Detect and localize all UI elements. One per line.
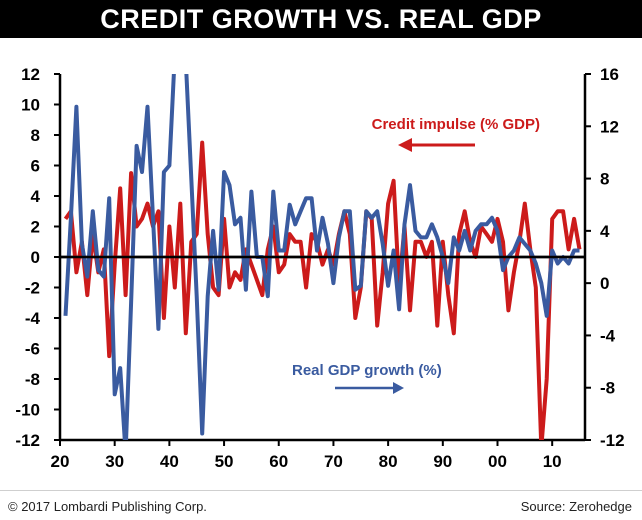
x-tick-label: 30 — [105, 452, 124, 471]
chart-title: CREDIT GROWTH VS. REAL GDP — [100, 3, 542, 34]
left-tick-label: 8 — [31, 126, 40, 145]
right-tick-label: 12 — [600, 117, 619, 136]
right-tick-label: -4 — [600, 326, 616, 345]
right-tick-label: 16 — [600, 65, 619, 84]
right-tick-label: -8 — [600, 379, 615, 398]
right-tick-label: 8 — [600, 170, 609, 189]
left-tick-label: 0 — [31, 248, 40, 267]
footer-bar: © 2017 Lombardi Publishing Corp. Source:… — [0, 490, 642, 520]
left-tick-label: 2 — [31, 218, 40, 237]
x-tick-label: 10 — [543, 452, 562, 471]
right-tick-label: -12 — [600, 431, 625, 450]
source-text: Source: Zerohedge — [520, 499, 632, 514]
left-tick-label: -10 — [15, 401, 40, 420]
x-tick-label: 80 — [379, 452, 398, 471]
header-bar: CREDIT GROWTH VS. REAL GDP — [0, 0, 642, 38]
left-tick-label: -12 — [15, 431, 40, 450]
real-gdp-line — [63, 74, 580, 440]
left-tick-label: 12 — [21, 65, 40, 84]
credit-arrow-head — [398, 138, 412, 152]
chart-area: 12 10 8 6 4 2 0 -2 -4 -6 -8 -10 -12 16 12 8 4 0 -4 -8 -12 20 3… — [0, 38, 642, 490]
credit-impulse-line — [63, 140, 582, 440]
x-tick-label: 90 — [433, 452, 452, 471]
x-tick-label: 70 — [324, 452, 343, 471]
gdp-arrow-head — [393, 382, 404, 394]
left-tick-label: -8 — [25, 370, 40, 389]
real-gdp-annotation: Real GDP growth (%) — [292, 362, 442, 379]
x-tick-label: 50 — [215, 452, 234, 471]
left-tick-label: 10 — [21, 96, 40, 115]
credit-impulse-annotation: Credit impulse (% GDP) — [372, 116, 540, 133]
x-tick-label: 60 — [269, 452, 288, 471]
left-tick-label: 6 — [31, 157, 40, 176]
left-tick-label: 4 — [31, 187, 41, 206]
left-tick-label: -4 — [25, 309, 41, 328]
x-tick-label: 40 — [160, 452, 179, 471]
left-tick-label: -6 — [25, 340, 40, 359]
x-tick-label: 20 — [51, 452, 70, 471]
right-tick-label: 0 — [600, 274, 609, 293]
left-tick-label: -2 — [25, 279, 40, 298]
x-tick-label: 00 — [488, 452, 507, 471]
right-tick-label: 4 — [600, 222, 610, 241]
copyright-text: © 2017 Lombardi Publishing Corp. — [8, 499, 207, 514]
